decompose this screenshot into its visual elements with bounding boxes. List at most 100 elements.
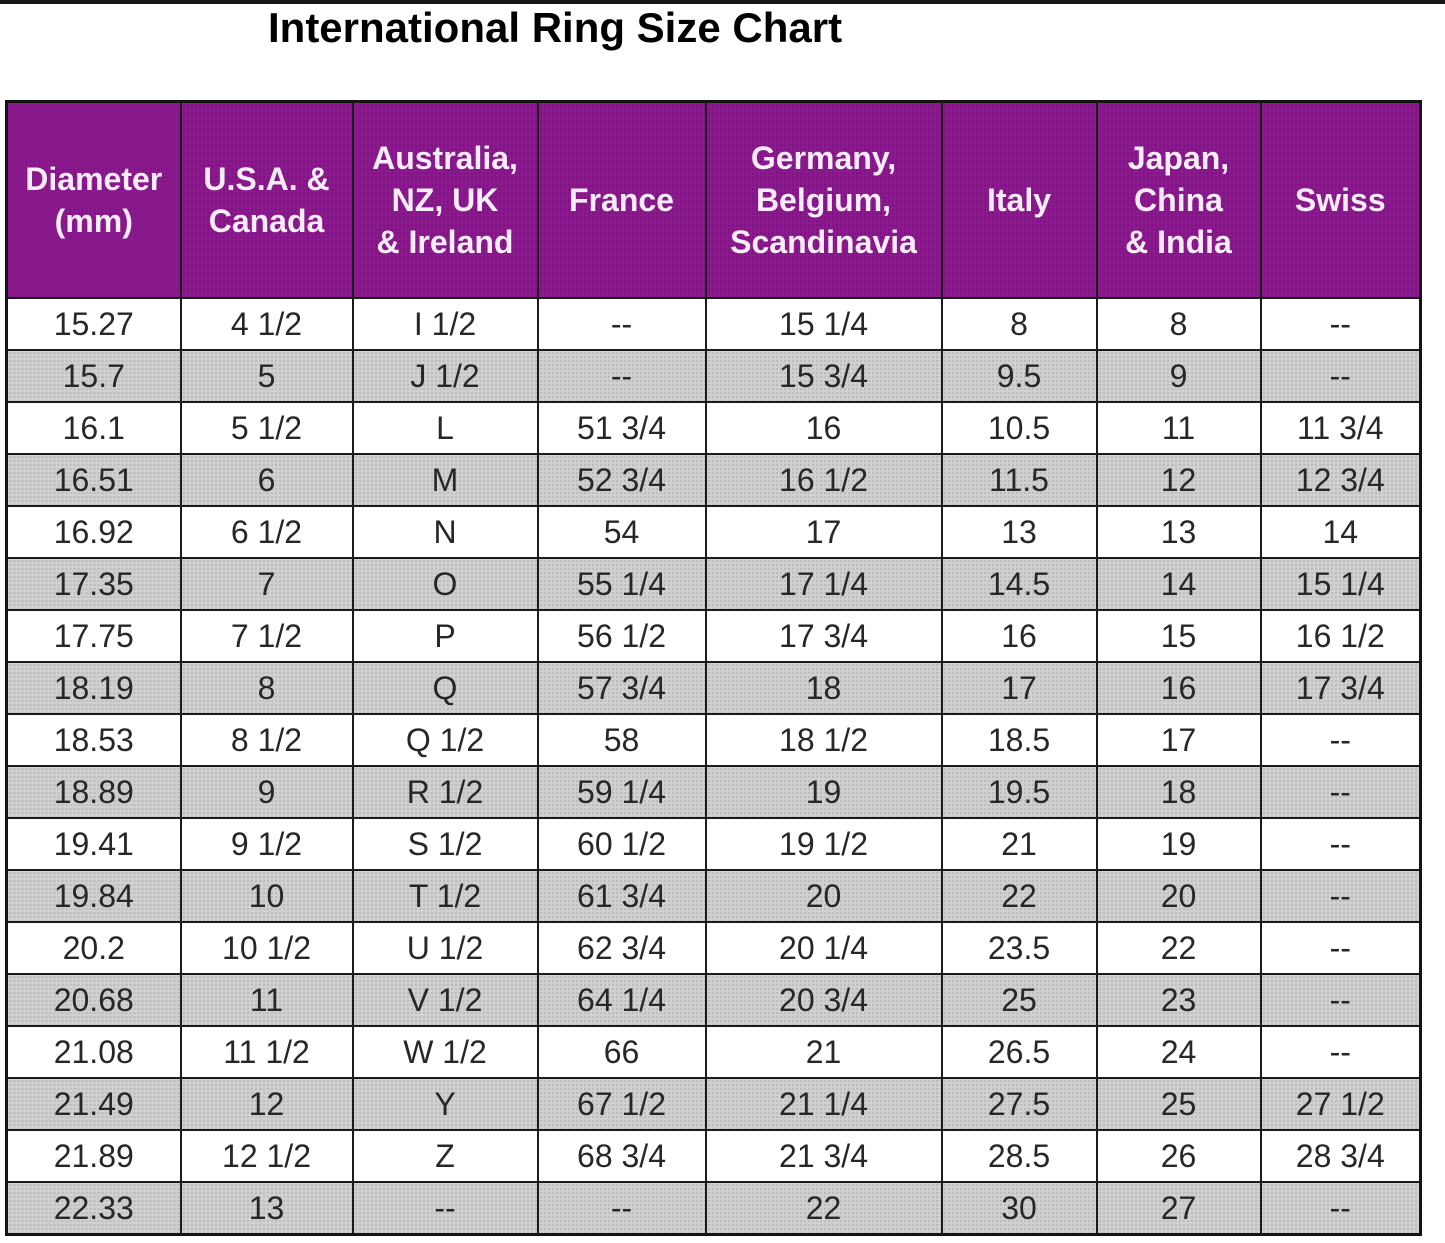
cell: -- <box>536 297 707 351</box>
cell: 17.75 <box>5 609 182 663</box>
cell: 51 3/4 <box>536 401 707 455</box>
column-header-japan-china-india: Japan, China & India <box>1095 100 1262 299</box>
cell: 18.89 <box>5 765 182 819</box>
cell: 15 1/4 <box>1259 557 1422 611</box>
cell: -- <box>1259 973 1422 1027</box>
cell: -- <box>1259 1025 1422 1079</box>
page-title: International Ring Size Chart <box>268 4 843 51</box>
cell: 12 <box>179 1077 354 1131</box>
cell: 4 1/2 <box>179 297 354 351</box>
cell: -- <box>1259 1181 1422 1236</box>
cell: 24 <box>1095 1025 1262 1079</box>
cell: 20 1/4 <box>704 921 943 975</box>
cell: 8 <box>940 297 1098 351</box>
cell: 5 1/2 <box>179 401 354 455</box>
cell: 8 <box>179 661 354 715</box>
cell: 12 3/4 <box>1259 453 1422 507</box>
cell: 54 <box>536 505 707 559</box>
cell: 20 <box>1095 869 1262 923</box>
cell: 23 <box>1095 973 1262 1027</box>
cell: 16 <box>1095 661 1262 715</box>
cell: 11 3/4 <box>1259 401 1422 455</box>
cell: 16 <box>704 401 943 455</box>
column-header-france: France <box>536 100 707 299</box>
cell: 28.5 <box>940 1129 1098 1183</box>
cell: 21.08 <box>5 1025 182 1079</box>
cell: 22 <box>940 869 1098 923</box>
cell: 13 <box>1095 505 1262 559</box>
cell: 11 <box>1095 401 1262 455</box>
cell: 22 <box>704 1181 943 1236</box>
table-row: 18.53 8 1/2 Q 1/2 58 18 1/2 18.5 17 -- <box>5 713 1422 767</box>
cell: -- <box>1259 817 1422 871</box>
cell: 16.92 <box>5 505 182 559</box>
cell: 27 1/2 <box>1259 1077 1422 1131</box>
cell: 11 <box>179 973 354 1027</box>
table-row: 17.75 7 1/2 P 56 1/2 17 3/4 16 15 16 1/2 <box>5 609 1422 663</box>
cell: 11 1/2 <box>179 1025 354 1079</box>
cell: 22 <box>1095 921 1262 975</box>
cell: 6 <box>179 453 354 507</box>
cell: 13 <box>940 505 1098 559</box>
cell: 5 <box>179 349 354 403</box>
cell: 66 <box>536 1025 707 1079</box>
ring-size-table: Diameter (mm) U.S.A. & Canada Australia,… <box>5 100 1422 1236</box>
cell: 11.5 <box>940 453 1098 507</box>
cell: 10 <box>179 869 354 923</box>
cell: Q <box>351 661 539 715</box>
cell: 67 1/2 <box>536 1077 707 1131</box>
cell: 18.53 <box>5 713 182 767</box>
top-border-line <box>0 0 1445 4</box>
cell: Z <box>351 1129 539 1183</box>
column-header-australia-nz-uk-ireland: Australia, NZ, UK & Ireland <box>351 100 539 299</box>
cell: 12 <box>1095 453 1262 507</box>
column-header-italy: Italy <box>940 100 1098 299</box>
cell: 7 1/2 <box>179 609 354 663</box>
table-row: 15.7 5 J 1/2 -- 15 3/4 9.5 9 -- <box>5 349 1422 403</box>
cell: 12 1/2 <box>179 1129 354 1183</box>
cell: 60 1/2 <box>536 817 707 871</box>
cell: -- <box>1259 869 1422 923</box>
cell: 8 <box>1095 297 1262 351</box>
cell: 17.35 <box>5 557 182 611</box>
cell: 28 3/4 <box>1259 1129 1422 1183</box>
cell: 23.5 <box>940 921 1098 975</box>
cell: 21 <box>940 817 1098 871</box>
cell: -- <box>1259 713 1422 767</box>
column-header-diameter-mm: Diameter (mm) <box>5 100 182 299</box>
cell: -- <box>1259 921 1422 975</box>
cell: 18 <box>704 661 943 715</box>
cell: J 1/2 <box>351 349 539 403</box>
cell: 8 1/2 <box>179 713 354 767</box>
table-row: 21.89 12 1/2 Z 68 3/4 21 3/4 28.5 26 28 3/4 <box>5 1129 1422 1183</box>
cell: 20 3/4 <box>704 973 943 1027</box>
cell: -- <box>536 349 707 403</box>
cell: M <box>351 453 539 507</box>
cell: P <box>351 609 539 663</box>
cell: 9 <box>1095 349 1262 403</box>
table-row: 19.41 9 1/2 S 1/2 60 1/2 19 1/2 21 19 -- <box>5 817 1422 871</box>
cell: U 1/2 <box>351 921 539 975</box>
cell: 6 1/2 <box>179 505 354 559</box>
cell: 14 <box>1259 505 1422 559</box>
cell: 21 1/4 <box>704 1077 943 1131</box>
cell: 19.41 <box>5 817 182 871</box>
cell: 17 3/4 <box>1259 661 1422 715</box>
cell: 19.5 <box>940 765 1098 819</box>
cell: 17 1/4 <box>704 557 943 611</box>
cell: 25 <box>1095 1077 1262 1131</box>
cell: -- <box>1259 765 1422 819</box>
cell: 22.33 <box>5 1181 182 1236</box>
table-row: 17.35 7 O 55 1/4 17 1/4 14.5 14 15 1/4 <box>5 557 1422 611</box>
cell: 27.5 <box>940 1077 1098 1131</box>
cell: 16.1 <box>5 401 182 455</box>
cell: 20.68 <box>5 973 182 1027</box>
cell: Q 1/2 <box>351 713 539 767</box>
cell: 62 3/4 <box>536 921 707 975</box>
cell: 52 3/4 <box>536 453 707 507</box>
cell: 19 <box>1095 817 1262 871</box>
cell: 21 3/4 <box>704 1129 943 1183</box>
cell: 58 <box>536 713 707 767</box>
cell: 16 <box>940 609 1098 663</box>
